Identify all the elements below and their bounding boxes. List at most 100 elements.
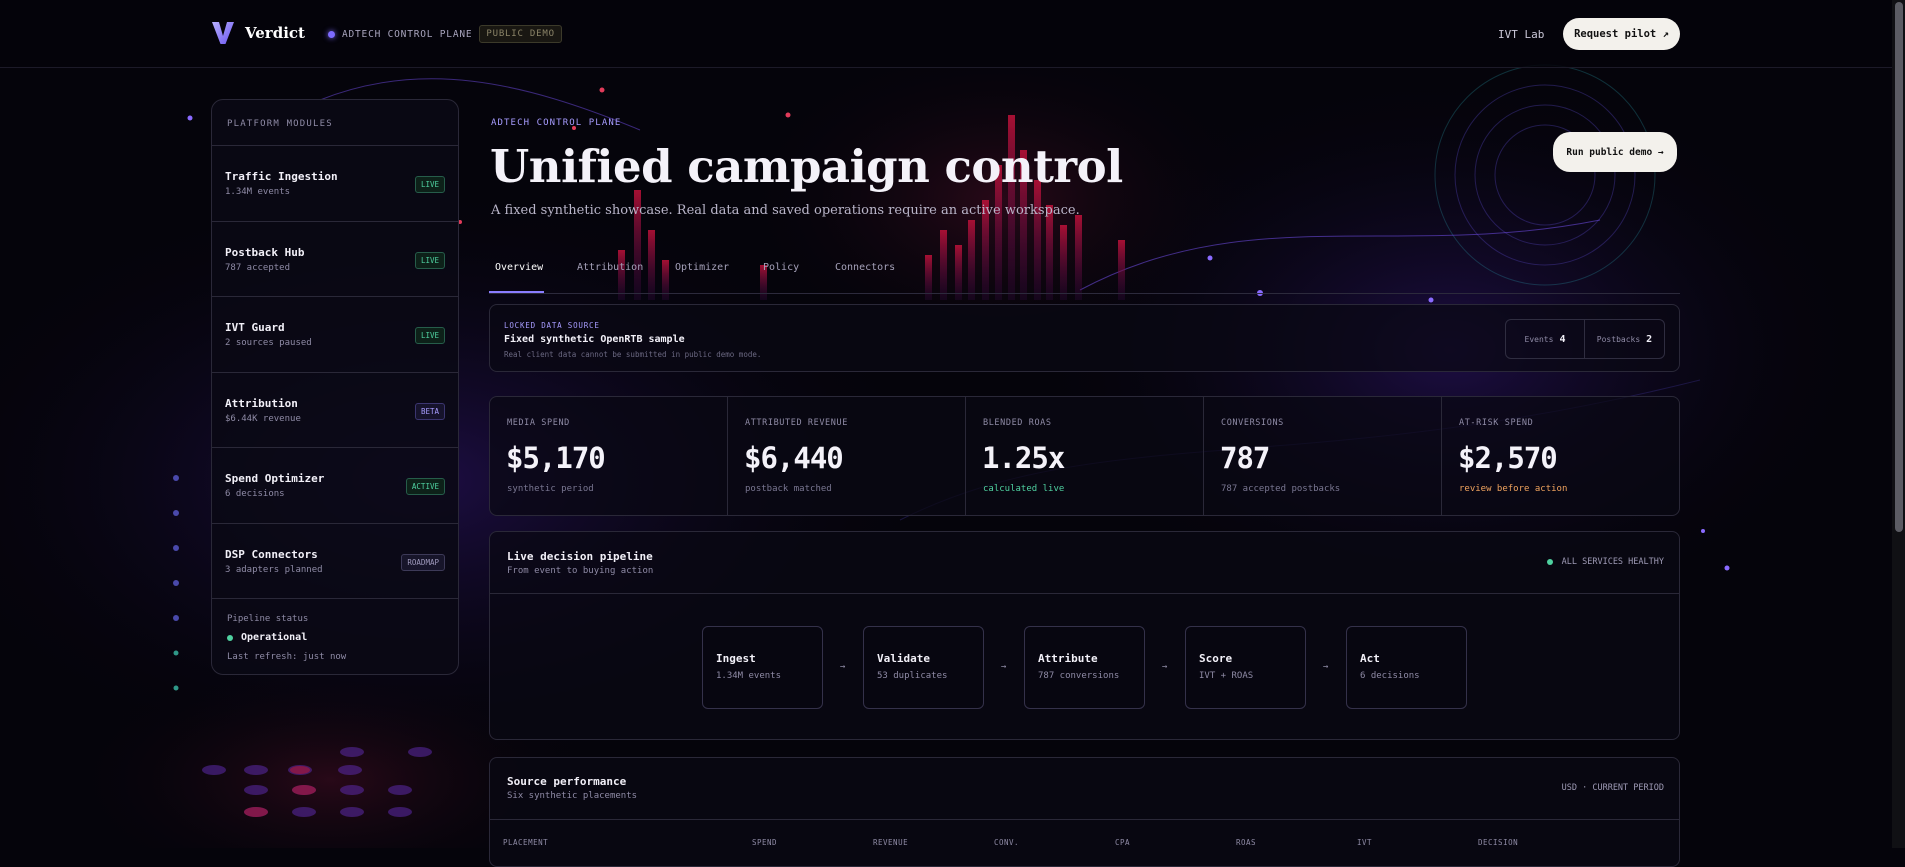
stat-caption: 787 accepted postbacks [1221,484,1341,494]
stat-label: CONVERSIONS [1221,418,1284,428]
step-title: Score [1199,652,1233,665]
data-source-note: Real client data cannot be submitted in … [504,350,762,359]
pipeline-title: Live decision pipeline [507,550,653,563]
tab-attribution[interactable]: Attribution [577,262,644,273]
stat-value: $6,440 [744,441,844,475]
postbacks-counter: Postbacks 2 [1584,319,1665,359]
column-header-roas[interactable]: ROAS [1236,838,1257,847]
brand[interactable]: Verdict [211,20,305,46]
status-badge: LIVE [414,251,445,269]
page-subtitle: A fixed synthetic showcase. Real data an… [491,203,1080,218]
column-header-spend[interactable]: SPEND [752,838,778,847]
column-header-revenue[interactable]: REVENUE [873,838,909,847]
pipeline-step-validate[interactable]: Validate 53 duplicates [863,626,984,709]
stat-label: BLENDED ROAS [983,418,1052,428]
module-title: Traffic Ingestion [225,170,338,183]
status-badge: ROADMAP [401,553,445,571]
pipeline-status-value: Operational [227,632,443,643]
verdict-logo-icon [212,22,234,44]
stat-value: $2,570 [1458,441,1558,475]
postbacks-value: 2 [1646,333,1653,345]
module-traffic-ingestion[interactable]: Traffic Ingestion 1.34M events LIVE [212,146,458,222]
demo-badge: PUBLIC DEMO [479,25,562,43]
pipeline-step-act[interactable]: Act 6 decisions [1346,626,1467,709]
section-tabs: Overview Attribution Optimizer Policy Co… [489,262,1680,294]
context-breadcrumb: ADTECH CONTROL PLANE PUBLIC DEMO [328,25,562,43]
module-dsp-connectors[interactable]: DSP Connectors 3 adapters planned ROADMA… [212,524,458,599]
ivt-lab-link[interactable]: IVT Lab [1498,28,1545,41]
postbacks-label: Postbacks [1596,334,1641,344]
last-refresh: Last refresh: just now [227,652,347,662]
brand-name: Verdict [245,24,305,42]
tab-connectors[interactable]: Connectors [835,262,896,273]
tab-overview[interactable]: Overview [495,262,544,273]
step-subtitle: 6 decisions [1360,671,1420,681]
module-title: Postback Hub [225,245,305,259]
tab-optimizer[interactable]: Optimizer [675,262,730,273]
stat-caption: review before action [1459,484,1568,494]
tab-policy[interactable]: Policy [763,262,800,273]
scrollbar-thumb[interactable] [1895,2,1903,532]
stat-value: 1.25x [982,441,1065,475]
module-title: DSP Connectors [225,547,318,561]
arrow-right-icon: → [840,662,846,672]
stat-at-risk-spend: AT-RISK SPEND $2,570 review before actio… [1442,397,1679,515]
top-bar: Verdict ADTECH CONTROL PLANE PUBLIC DEMO… [0,0,1892,68]
step-title: Attribute [1038,652,1098,665]
page-scrollbar[interactable] [1892,0,1905,848]
status-badge: LIVE [414,327,445,344]
module-subtitle: 1.34M events [225,187,291,197]
pipeline-step-score[interactable]: Score IVT + ROAS [1185,626,1306,709]
module-title: Spend Optimizer [225,472,325,485]
arrow-right-icon: → [1323,662,1329,672]
stat-caption: postback matched [745,484,832,494]
pipeline-step-attribute[interactable]: Attribute 787 conversions [1024,626,1145,709]
divider [490,593,1679,594]
column-header-placement[interactable]: PLACEMENT [503,838,549,847]
divider [490,819,1679,820]
status-badge: LIVE [414,176,445,193]
source-meta: USD · CURRENT PERIOD [1561,783,1664,793]
events-label: Events [1524,334,1554,344]
pipeline-subtitle: From event to buying action [507,566,654,576]
pipeline-step-ingest[interactable]: Ingest 1.34M events [702,626,823,709]
status-badge: BETA [414,402,445,420]
step-title: Validate [877,652,930,665]
stat-label: AT-RISK SPEND [1459,418,1534,428]
events-counter: Events 4 [1505,319,1585,359]
module-postback-hub[interactable]: Postback Hub 787 accepted LIVE [212,222,458,297]
column-header-conversions[interactable]: CONV. [994,838,1020,847]
request-pilot-button[interactable]: Request pilot ↗ [1563,18,1680,50]
step-title: Ingest [716,652,756,665]
module-subtitle: $6.44K revenue [225,413,301,424]
module-subtitle: 3 adapters planned [225,564,323,575]
stat-blended-roas: BLENDED ROAS 1.25x calculated live [966,397,1204,515]
data-source-eyebrow: LOCKED DATA SOURCE [504,321,600,330]
services-health: ALL SERVICES HEALTHY [1546,557,1664,567]
stat-label: ATTRIBUTED REVENUE [745,418,848,428]
module-attribution[interactable]: Attribution $6.44K revenue BETA [212,373,458,448]
column-header-decision[interactable]: DECISION [1478,838,1519,847]
module-title: Attribution [225,396,298,410]
active-tab-indicator [489,291,544,293]
kpi-strip: MEDIA SPEND $5,170 synthetic period ATTR… [489,396,1680,516]
step-subtitle: 53 duplicates [877,671,948,681]
locked-data-source-card: LOCKED DATA SOURCE Fixed synthetic OpenR… [489,304,1680,372]
module-spend-optimizer[interactable]: Spend Optimizer 6 decisions ACTIVE [212,448,458,524]
source-title: Source performance [507,775,627,788]
step-subtitle: IVT + ROAS [1199,671,1254,681]
health-dot-icon [1546,559,1553,565]
status-dot-icon [328,30,335,38]
step-subtitle: 787 conversions [1038,671,1120,681]
hero-eyebrow: ADTECH CONTROL PLANE [491,118,622,128]
run-demo-button[interactable]: Run public demo → [1553,132,1677,172]
column-header-cpa[interactable]: CPA [1115,838,1131,847]
stat-caption: calculated live [983,484,1065,494]
data-source-title: Fixed synthetic OpenRTB sample [504,334,685,345]
stat-label: MEDIA SPEND [507,418,570,428]
column-header-ivt[interactable]: IVT [1357,838,1373,847]
module-ivt-guard[interactable]: IVT Guard 2 sources paused LIVE [212,297,458,373]
decision-pipeline-card: Live decision pipeline From event to buy… [489,531,1680,740]
source-performance-card: Source performance Six synthetic placeme… [489,757,1680,867]
events-value: 4 [1559,333,1566,345]
